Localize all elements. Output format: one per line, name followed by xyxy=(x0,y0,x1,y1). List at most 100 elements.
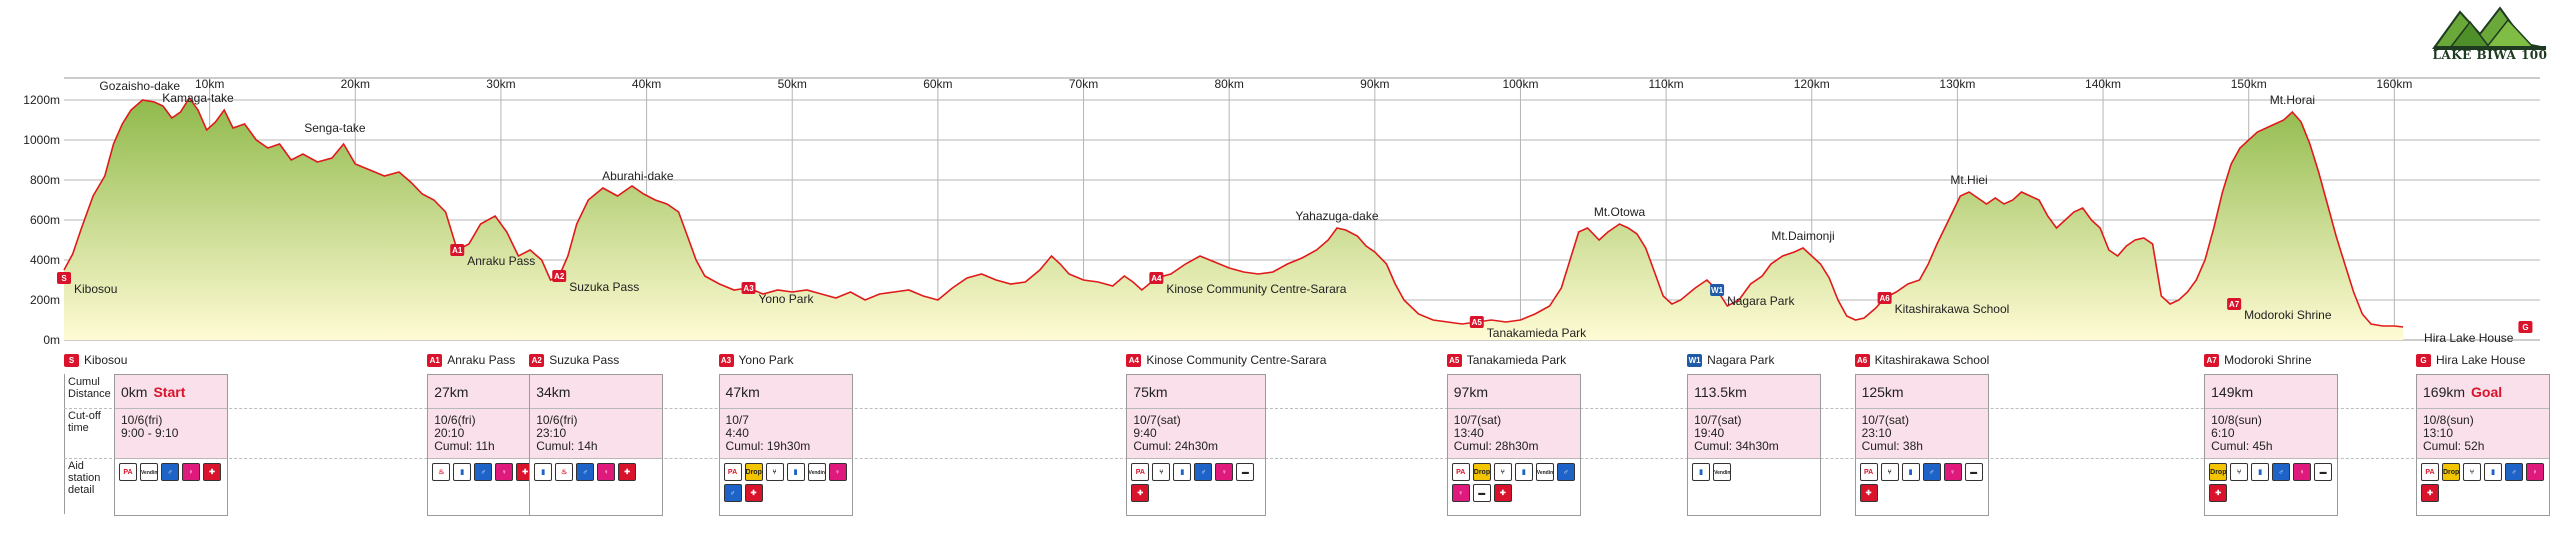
aid-row-label: Aid station detail xyxy=(64,458,114,514)
cutoff-line: 10/7(sat) xyxy=(1453,413,1502,427)
station-cutoff: 10/6(fri) 9:00 - 9:10 xyxy=(115,409,227,459)
station-distance: 0km Start xyxy=(115,375,227,409)
cutoff-line: Cumul: 28h30m xyxy=(1453,439,1539,453)
pa-ok-icon: PA OK xyxy=(1131,463,1150,481)
station-marker: G Hira Lake House xyxy=(2424,321,2533,345)
station-marker-label: Kibosou xyxy=(74,282,117,296)
cutoff-line: 10/7 xyxy=(725,413,749,427)
station-distance: 125km xyxy=(1855,375,1988,409)
station-badge: G xyxy=(2416,353,2431,367)
y-tick-label: 800m xyxy=(30,173,60,187)
station-aid-icons: ▮Vending machine xyxy=(1688,459,1820,515)
start-goal-label: Goal xyxy=(2471,383,2503,400)
water-icon: ▮ xyxy=(453,463,472,481)
station-header: A5 Tanakamieda Park xyxy=(1446,352,1566,368)
station-aid-icons: Drop bag⑂▮♂♀▬ ✚ xyxy=(2205,459,2337,515)
station-header: A3 Yono Park xyxy=(718,352,793,368)
x-tick-label: 80km xyxy=(1215,77,1244,91)
bed-icon: ▬ xyxy=(1964,463,1983,481)
start-goal-label: Start xyxy=(153,383,186,400)
drop-bag-icon: Drop bag xyxy=(1472,463,1491,481)
row-divider xyxy=(64,408,2524,409)
station-distance: 75km xyxy=(1127,375,1266,409)
station-marker-badge xyxy=(450,244,465,256)
station-marker: A4 Kinose Community Centre-Sarara xyxy=(1149,272,1347,296)
first-aid-icon: ✚ xyxy=(2421,484,2439,502)
station-badge: A6 xyxy=(1854,353,1870,367)
station-distance: 169km Goal xyxy=(2417,375,2549,409)
station-marker-badge xyxy=(2518,321,2533,333)
station-cutoff: 10/7(sat) 13:40 Cumul: 28h30m xyxy=(1447,409,1580,459)
station-marker: A6 Kitashirakawa School xyxy=(1877,292,2009,316)
vending-icon: Vending machine xyxy=(1713,463,1732,481)
station-header: A1 Anraku Pass xyxy=(427,352,515,368)
elevation-line xyxy=(63,96,2404,328)
y-tick-label: 200m xyxy=(30,293,60,307)
vending-icon: Vending machine xyxy=(140,463,158,481)
station-aid-icons: ▮ ♨ ♂ ♀ ✚ xyxy=(530,459,662,515)
station-cutoff: 10/8(sun) 13:10 Cumul: 52h xyxy=(2417,409,2549,459)
peak-label: Mt.Daimonji xyxy=(1771,229,1834,243)
x-tick-label: 70km xyxy=(1069,77,1098,91)
station-marker-label: Yono Park xyxy=(759,292,815,306)
toilet-m-icon: ♂ xyxy=(1922,463,1941,481)
cutoff-line: Cumul: 45h xyxy=(2211,439,2273,453)
cutoff-line: 13:10 xyxy=(2423,426,2454,440)
distance-value: 125km xyxy=(1861,383,1904,400)
station-marker-label: Anraku Pass xyxy=(467,254,535,268)
y-tick-label: 1200m xyxy=(23,93,60,107)
x-tick-label: 150km xyxy=(2231,77,2267,91)
station-cutoff: 10/7(sat) 19:40 Cumul: 34h30m xyxy=(1688,409,1821,459)
toilet-f-icon: ♀ xyxy=(597,463,616,481)
cutoff-line: 10/8(sun) xyxy=(2423,413,2474,427)
station-badge: A2 xyxy=(529,353,545,367)
y-tick-label: 1000m xyxy=(23,133,60,147)
station-marker-badge xyxy=(741,282,756,294)
toilet-f-icon: ♀ xyxy=(2293,463,2312,481)
station-name: Modoroki Shrine xyxy=(2224,353,2312,367)
x-tick-label: 30km xyxy=(486,77,515,91)
x-tick-label: 90km xyxy=(1360,77,1389,91)
station-marker-label: Modoroki Shrine xyxy=(2244,308,2332,322)
lake-biwa-100-logo: LAKE BIWA 100 xyxy=(2430,4,2550,66)
station-badge: A7 xyxy=(2204,353,2220,367)
peak-label: Senga-take xyxy=(304,121,366,135)
cutoff-line: 10/7(sat) xyxy=(1861,413,1909,427)
station-detail-box: 113.5km 10/7(sat) 19:40 Cumul: 34h30m ▮ Vendi… xyxy=(1687,374,1822,516)
elevation-area xyxy=(64,98,2404,340)
station-marker-badge xyxy=(1149,272,1164,284)
station-badge: A5 xyxy=(1446,353,1462,367)
station-distance: 47km xyxy=(719,375,852,409)
water-icon: ▮ xyxy=(534,463,553,481)
station-header: S Kibosou xyxy=(64,352,127,368)
station-marker-code: A3 xyxy=(743,284,754,293)
peak-label: Kamaga-take xyxy=(162,91,234,105)
x-tick-label: 140km xyxy=(2085,77,2121,91)
vending-icon: Vending machine xyxy=(1535,463,1554,481)
station-badge: W1 xyxy=(1687,353,1703,367)
cutoff-line: Cumul: 11h xyxy=(434,439,495,453)
cutoff-line: Cumul: 24h30m xyxy=(1133,439,1219,453)
station-marker-code: A4 xyxy=(1151,274,1162,283)
pa-ok-icon: PA OK xyxy=(119,463,137,481)
toilet-m-icon: ♂ xyxy=(2505,463,2523,481)
x-tick-label: 120km xyxy=(1794,77,1830,91)
station-name: Kitashirakawa School xyxy=(1874,353,1990,367)
peak-label: Mt.Horai xyxy=(2270,93,2315,107)
first-aid-icon: ✚ xyxy=(744,484,763,502)
station-distance: 34km xyxy=(530,375,663,409)
bed-icon: ▬ xyxy=(1236,463,1255,481)
water-icon: ▮ xyxy=(786,463,805,481)
toilet-f-icon: ♀ xyxy=(1943,463,1962,481)
aid-station: A4 Kinose Community Centre-Sarara 75km 10/7… xyxy=(1126,352,1326,516)
toilet-m-icon: ♂ xyxy=(2272,463,2291,481)
cutoff-line: 10/7(sat) xyxy=(1694,413,1742,427)
cutoff-line: 9:00 - 9:10 xyxy=(121,426,179,440)
station-aid-icons: PA OKDrop bag⑂▮Vending machine♂ ♀▬✚ xyxy=(1448,459,1580,515)
distance-value: 149km xyxy=(2211,383,2254,400)
distance-value: 169km xyxy=(2423,383,2466,400)
peak-label: Gozaisho-dake xyxy=(99,79,180,93)
station-aid-icons: PA OKDrop bag⑂▮♂♀ ✚ xyxy=(2417,459,2549,515)
